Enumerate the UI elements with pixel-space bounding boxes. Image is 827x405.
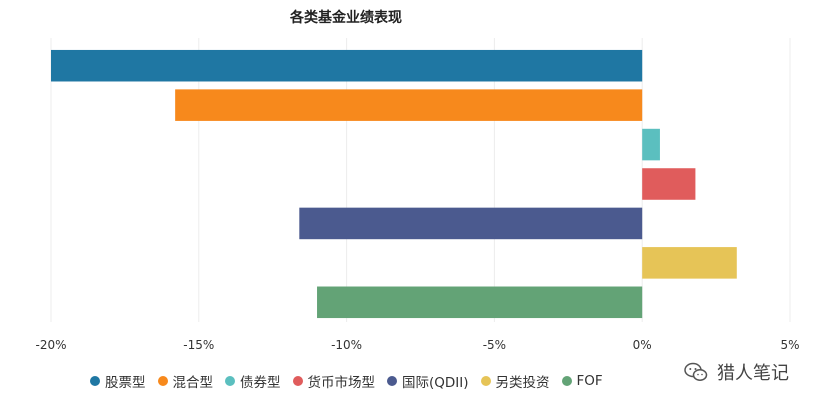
x-tick-label: 5% [780, 338, 799, 352]
legend-item: 债券型 [225, 371, 281, 391]
legend-item: 混合型 [157, 371, 214, 391]
legend-label: 股票型 [105, 375, 146, 391]
bars [51, 49, 737, 319]
watermark-text: 猎人笔记 [717, 363, 789, 384]
legend-item: 货币市场型 [292, 371, 376, 391]
legend-marker [387, 376, 397, 386]
bar-4 [642, 168, 696, 200]
bar-5 [299, 207, 643, 240]
legend: 股票型 混合型 债券型 货币市场型 国际(QDII) 另类投资 FOF [90, 371, 615, 391]
legend-marker [157, 376, 168, 386]
bar-2 [175, 89, 643, 121]
legend-marker [292, 376, 303, 386]
bar-7 [317, 286, 643, 319]
legend-marker [225, 376, 235, 386]
legend-label: 另类投资 [495, 375, 550, 391]
chart-title: 各类基金业绩表现 [289, 9, 402, 26]
legend-item: 国际(QDII) [387, 371, 469, 391]
x-axis-ticks: -20% -15% -10% -5% 0% 5% [35, 338, 799, 352]
legend-item: 另类投资 [480, 371, 550, 391]
legend-label: FOF [576, 373, 603, 389]
x-tick-label: -10% [331, 338, 362, 352]
bar-3 [642, 128, 660, 161]
x-tick-label: -15% [183, 338, 214, 352]
legend-label: 国际(QDII) [402, 375, 469, 391]
bar-1 [51, 49, 643, 82]
legend-item: 股票型 [90, 371, 146, 391]
wechat-icon [684, 362, 708, 381]
legend-marker [480, 376, 491, 386]
x-tick-label: -20% [35, 338, 66, 352]
bar-6 [642, 247, 737, 279]
x-tick-label: -5% [483, 338, 506, 352]
legend-marker [561, 376, 572, 386]
legend-label: 混合型 [172, 375, 214, 391]
legend-label: 货币市场型 [307, 375, 376, 391]
x-tick-label: 0% [633, 338, 652, 352]
legend-label: 债券型 [240, 375, 281, 391]
watermark: 猎人笔记 [683, 359, 789, 385]
legend-item: FOF [561, 373, 603, 389]
legend-marker [90, 376, 100, 386]
